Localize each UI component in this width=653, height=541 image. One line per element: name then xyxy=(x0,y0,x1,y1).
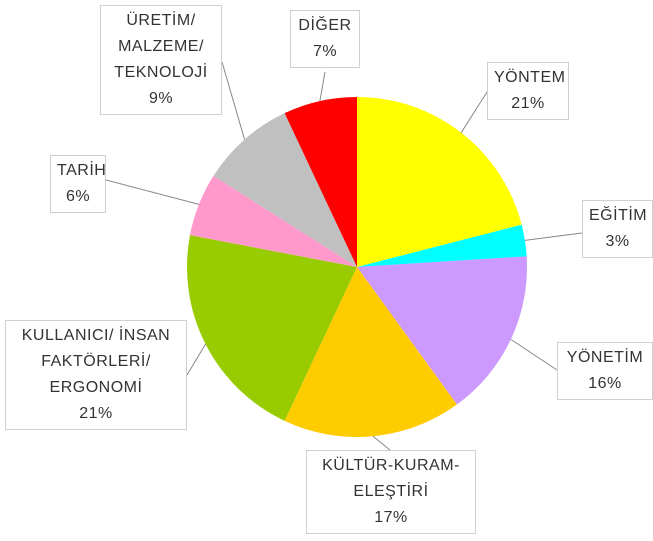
pie-slice xyxy=(357,256,528,405)
leader-line xyxy=(319,71,326,102)
slice-label: DİĞER 7% xyxy=(290,10,360,68)
pie-slice xyxy=(284,97,357,267)
category-label: YÖNETİM xyxy=(566,349,644,366)
slice-label: KULLANICI/ İNSAN FAKTÖRLERİ/ ERGONOMİ 21% xyxy=(5,320,187,430)
leader-line xyxy=(221,61,246,140)
pie-slice xyxy=(187,235,357,421)
category-label: ÜRETİM/ MALZEME/ TEKNOLOJİ xyxy=(114,12,208,81)
value-label: 9% xyxy=(148,90,174,107)
pie-slice xyxy=(213,113,357,267)
leader-line xyxy=(186,343,206,376)
leader-line xyxy=(105,179,200,205)
slice-label: YÖNTEM 21% xyxy=(487,62,569,120)
leader-line xyxy=(510,338,558,371)
slice-label: EĞİTİM 3% xyxy=(582,200,653,258)
value-label: 16% xyxy=(588,375,622,392)
pie-slice xyxy=(284,267,457,437)
slice-label: TARİH 6% xyxy=(50,155,106,213)
value-label: 6% xyxy=(65,188,91,205)
category-label: KÜLTÜR-KURAM- ELEŞTİRİ xyxy=(322,457,460,500)
leader-line xyxy=(524,232,583,241)
slice-label: YÖNETİM 16% xyxy=(557,342,653,400)
pie-slice xyxy=(190,175,357,267)
category-label: KULLANICI/ İNSAN FAKTÖRLERİ/ ERGONOMİ xyxy=(21,327,171,396)
category-label: EĞİTİM xyxy=(589,207,648,224)
value-label: 21% xyxy=(79,405,113,422)
value-label: 21% xyxy=(511,95,545,112)
value-label: 3% xyxy=(605,233,630,250)
pie-slice xyxy=(357,97,522,267)
slice-label: ÜRETİM/ MALZEME/ TEKNOLOJİ 9% xyxy=(100,5,222,115)
leader-line xyxy=(460,91,488,133)
leader-line xyxy=(372,435,391,451)
category-label: TARİH xyxy=(57,162,107,179)
value-label: 7% xyxy=(312,43,338,60)
category-label: YÖNTEM xyxy=(494,69,566,86)
value-label: 17% xyxy=(374,509,408,526)
pie-slice xyxy=(357,224,527,267)
category-label: DİĞER xyxy=(298,17,352,34)
slice-label: KÜLTÜR-KURAM- ELEŞTİRİ 17% xyxy=(306,450,476,534)
